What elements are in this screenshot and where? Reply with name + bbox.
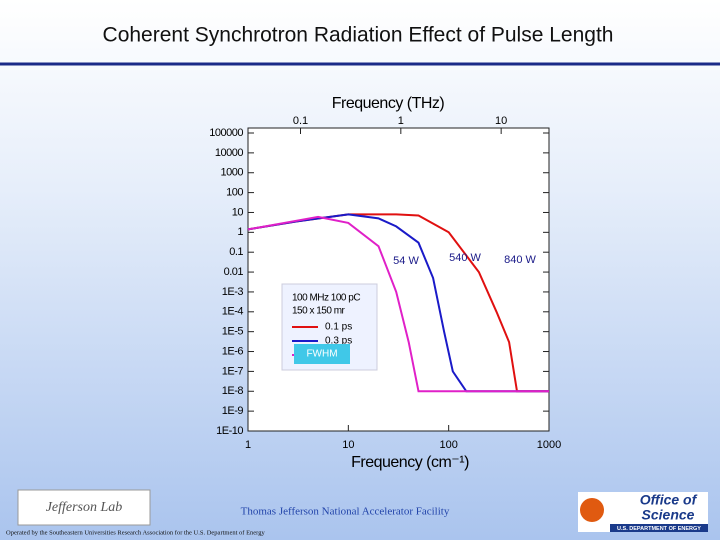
y-tick-label: 1E-8: [222, 385, 244, 397]
legend-label: 0.1 ps: [325, 322, 352, 333]
doe-bar: [610, 524, 708, 532]
legend-label: 0.3 ps: [325, 336, 352, 347]
x-tick-label: 10: [342, 439, 354, 451]
x2-tick-label: 10: [495, 115, 507, 127]
y-tick-label: 1E-9: [222, 405, 244, 417]
plot-frame: [247, 127, 550, 432]
y-tick-label: 0.1: [229, 246, 243, 258]
y-tick-label: 10: [232, 206, 244, 218]
y-tick-label: 10000: [215, 147, 243, 159]
facility-name: Thomas Jefferson National Accelerator Fa…: [241, 506, 450, 518]
y-tick-label: 100000: [209, 127, 243, 139]
y-tick-label: 1E-6: [222, 345, 244, 357]
annotation: 54 W: [393, 255, 419, 267]
operator-note: Operated by the Southeastern Universitie…: [6, 529, 265, 536]
x-tick-label: 100: [439, 439, 457, 451]
y-tick-label: 1E-4: [222, 306, 244, 318]
x2-tick-label: 0.1: [293, 115, 308, 127]
legend-text: 100 MHz 100 pC: [292, 293, 360, 304]
annotation: 840 W: [504, 254, 536, 266]
y-tick-label: 0.01: [224, 266, 244, 278]
y-tick-label: 1E-7: [222, 365, 244, 377]
fwhm-box: [294, 344, 350, 364]
jlab-logo-text: Jefferson Lab: [46, 500, 123, 515]
y-tick-label: 100: [226, 187, 243, 199]
series-line: [247, 213, 549, 393]
y-tick-label: 1E-5: [222, 326, 244, 338]
x2-tick-label: 1: [398, 115, 404, 127]
legend-text: 150 x 150 mr: [292, 306, 346, 317]
doe-logo-text: Office of: [640, 492, 698, 508]
x-axis-label: Frequency (cm⁻¹): [351, 454, 469, 471]
plot-area: [248, 128, 549, 431]
x2-axis-label: Frequency (THz): [332, 95, 445, 112]
slide-title: Coherent Synchrotron Radiation Effect of…: [103, 24, 614, 47]
annotation: FWHM: [306, 349, 337, 360]
annotation: 540 W: [449, 252, 481, 264]
doe-emblem: [580, 498, 604, 522]
y-tick-label: 1E-10: [216, 425, 243, 437]
doe-logo-text: Science: [642, 507, 695, 523]
jlab-logo: [17, 489, 151, 526]
doe-logo-text: U.S. DEPARTMENT OF ENERGY: [617, 526, 701, 532]
y-tick-label: 1E-3: [222, 286, 244, 298]
x-tick-label: 1: [245, 439, 251, 451]
y-tick-label: 1: [237, 226, 243, 238]
series-line: [247, 215, 549, 393]
x-tick-label: 1000: [537, 439, 561, 451]
y-tick-label: 1000: [221, 167, 244, 179]
